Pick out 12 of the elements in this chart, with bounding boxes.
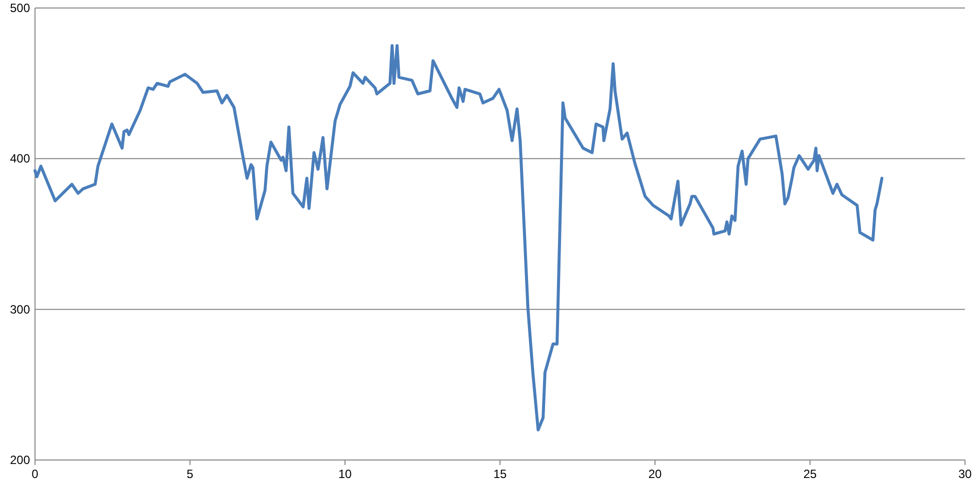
x-tick-label: 15 — [493, 467, 507, 481]
y-tick-label: 500 — [10, 1, 30, 15]
y-tick-label: 200 — [10, 453, 30, 467]
line-series — [34, 44, 884, 432]
x-tick-label: 30 — [958, 467, 972, 481]
x-tick-label: 20 — [648, 467, 662, 481]
y-tick-label: 400 — [10, 152, 30, 166]
x-tick-label: 0 — [32, 467, 39, 481]
x-tick-label: 5 — [186, 467, 194, 481]
x-tick-label: 25 — [803, 467, 817, 481]
x-tick-label: 10 — [338, 467, 352, 481]
y-tick-label: 300 — [10, 302, 30, 316]
